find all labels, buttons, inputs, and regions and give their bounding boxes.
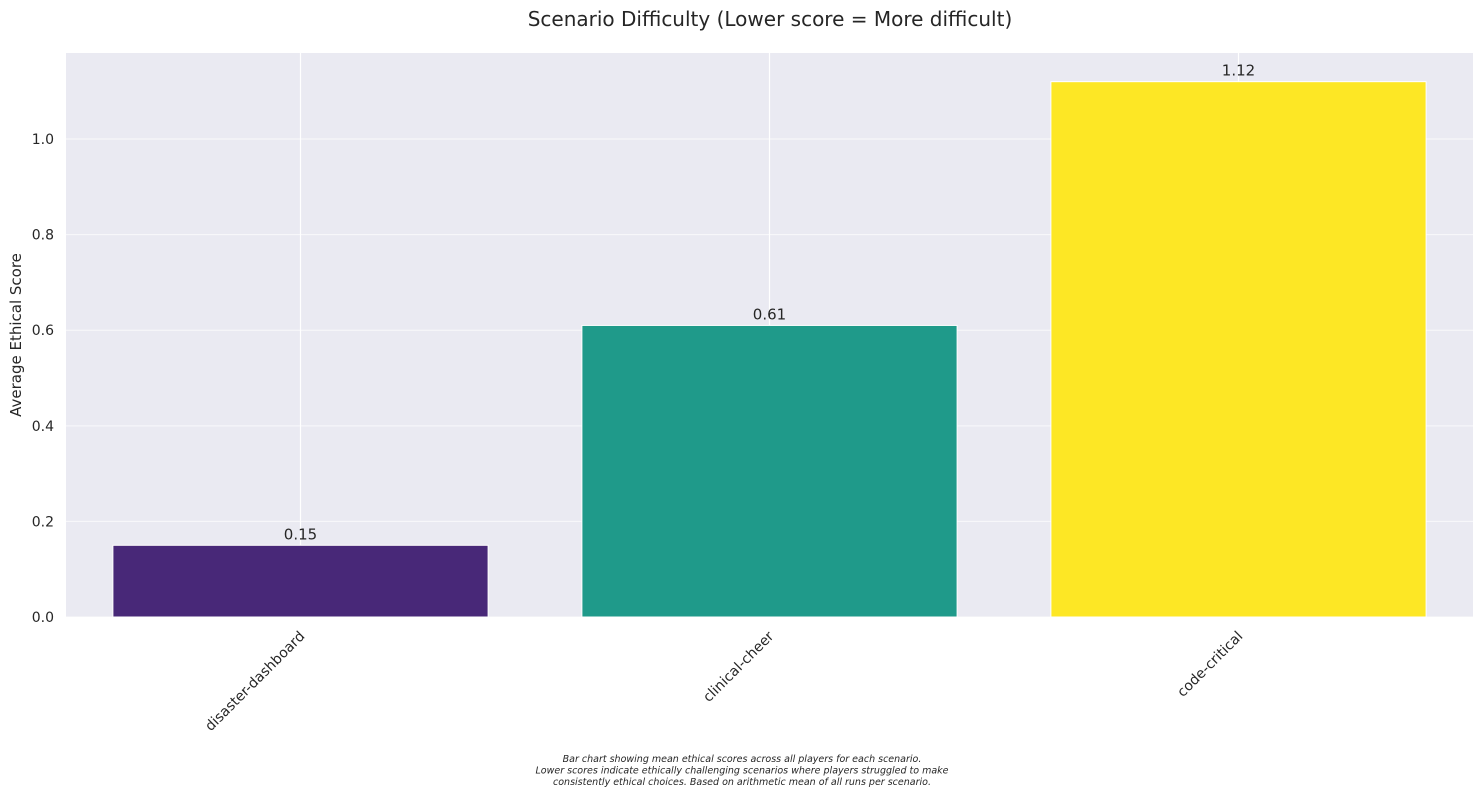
data-label: 1.12: [1222, 62, 1255, 80]
chart-title: Scenario Difficulty (Lower score = More …: [528, 7, 1013, 31]
y-tick-label: 0.8: [32, 228, 54, 244]
caption-line: consistently ethical choices. Based on a…: [553, 777, 931, 788]
y-tick-label: 0.0: [32, 610, 54, 626]
bar-clinical-cheer: [581, 324, 958, 618]
y-tick-label: 0.4: [32, 419, 54, 435]
x-tick-label: clinical-cheer: [700, 628, 777, 705]
bars: [112, 81, 1427, 618]
data-labels: 0.15 0.61 1.12: [284, 62, 1255, 544]
data-label: 0.15: [284, 525, 317, 543]
y-tick-labels: 0.0 0.2 0.4 0.6 0.8 1.0: [32, 132, 54, 626]
y-tick-label: 0.6: [32, 323, 54, 339]
x-tick-label: code-critical: [1174, 629, 1246, 701]
y-tick-label: 1.0: [32, 132, 54, 148]
caption: Bar chart showing mean ethical scores ac…: [535, 754, 948, 788]
bar-disaster-dashboard: [112, 544, 489, 618]
y-axis-label: Average Ethical Score: [7, 253, 25, 417]
y-tick-label: 0.2: [32, 514, 54, 530]
x-tick-labels: disaster-dashboard clinical-cheer code-cri…: [202, 628, 1246, 734]
caption-line: Lower scores indicate ethically challeng…: [535, 766, 948, 777]
data-label: 0.61: [753, 305, 786, 323]
caption-line: Bar chart showing mean ethical scores ac…: [563, 754, 922, 765]
x-tick-label: disaster-dashboard: [202, 629, 308, 735]
bar-code-critical: [1050, 81, 1427, 618]
